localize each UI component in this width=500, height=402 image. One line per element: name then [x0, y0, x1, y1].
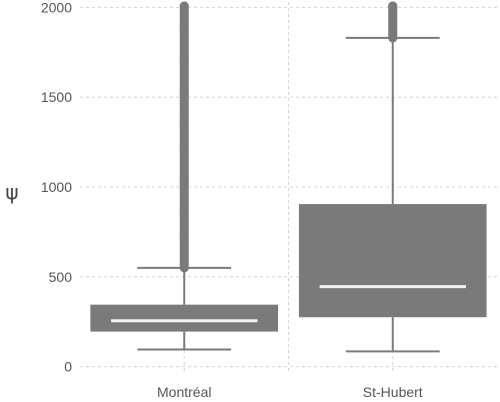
y-tick-label: 1500	[41, 89, 72, 105]
outlier-point	[179, 56, 189, 66]
box-montr-al	[90, 1, 279, 351]
x-axis-ticks: Montréal St-Hubert	[157, 384, 423, 400]
outlier-point	[179, 27, 189, 37]
iqr-box	[298, 204, 487, 318]
x-tick-label: Montréal	[157, 384, 211, 400]
y-tick-label: 2000	[41, 0, 72, 15]
outlier-point	[179, 233, 189, 243]
box-st-hubert	[298, 1, 487, 353]
outlier-point	[179, 204, 189, 214]
y-tick-label: 0	[64, 359, 72, 375]
y-tick-label: 500	[49, 269, 73, 285]
outlier-point	[179, 86, 189, 96]
y-axis-ticks: 0 500 1000 1500 2000	[41, 0, 72, 375]
y-axis-title: ψ	[5, 180, 18, 204]
outlier-point	[179, 115, 189, 125]
outlier-point	[388, 1, 398, 11]
iqr-box	[90, 304, 279, 332]
outlier-point	[179, 145, 189, 155]
outlier-point	[179, 174, 189, 184]
outlier-point	[179, 1, 189, 11]
box-plots	[90, 1, 487, 353]
outlier-point	[179, 263, 189, 273]
x-tick-label: St-Hubert	[363, 384, 423, 400]
y-tick-label: 1000	[41, 179, 72, 195]
